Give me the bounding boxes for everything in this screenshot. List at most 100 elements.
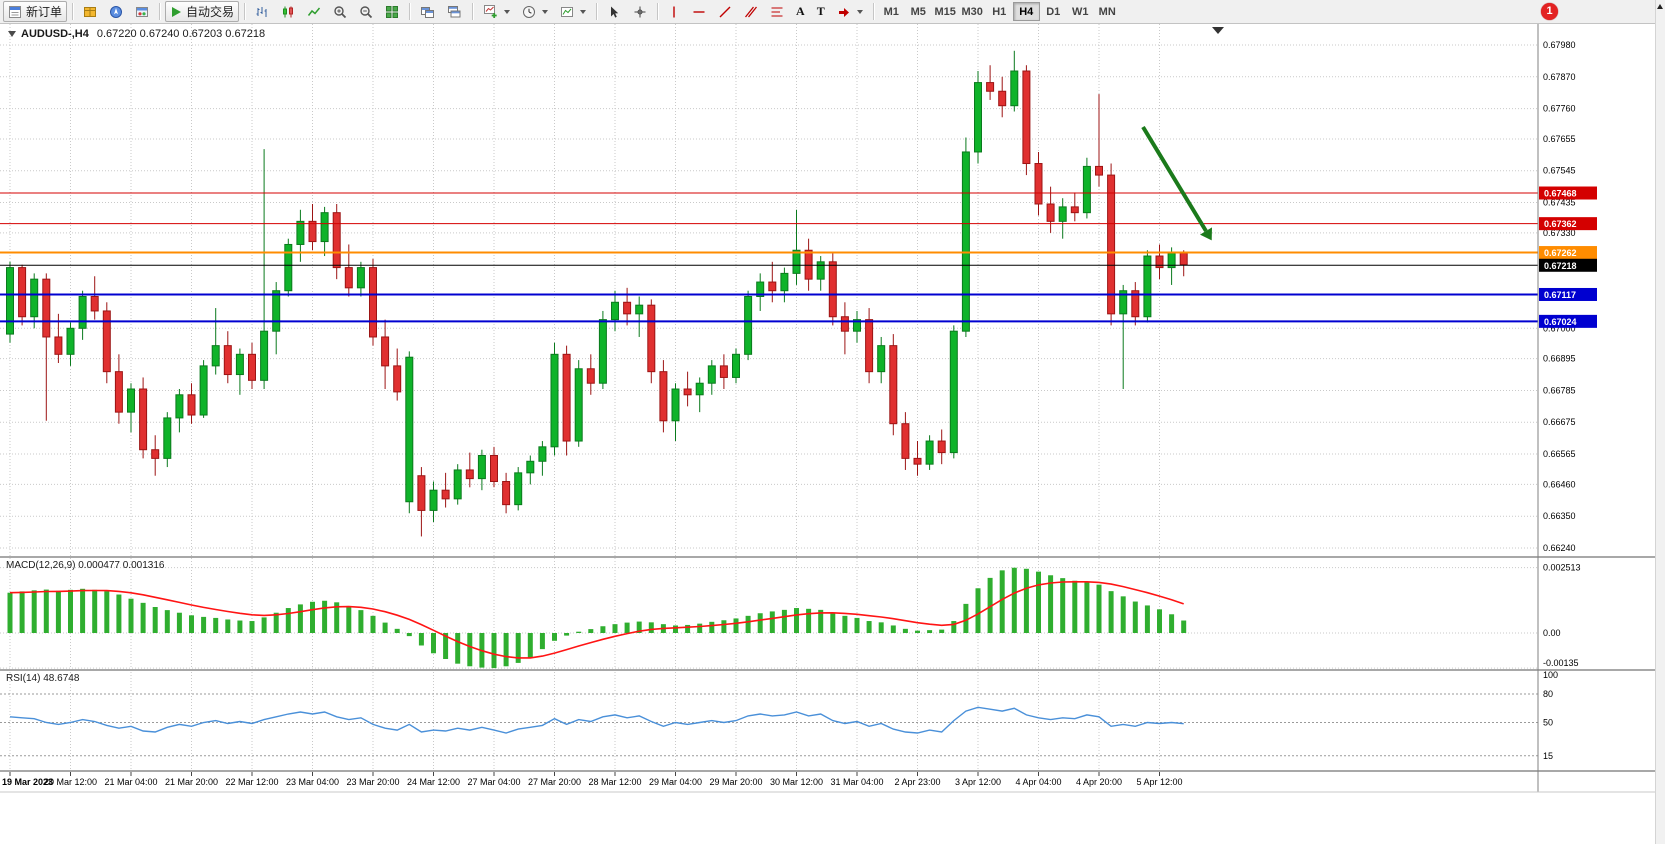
text-tool-button[interactable]: A <box>791 1 810 22</box>
svg-text:27 Mar 04:00: 27 Mar 04:00 <box>467 777 520 787</box>
svg-text:19 Mar 2023: 19 Mar 2023 <box>2 777 53 787</box>
periods-button[interactable] <box>517 1 553 22</box>
channel-icon <box>745 6 758 17</box>
macd-signal-line <box>9 580 1184 659</box>
chevron-down-icon <box>504 9 511 14</box>
fibonacci-icon <box>771 7 783 16</box>
timeframe-M1[interactable]: M1 <box>878 2 905 21</box>
svg-text:27 Mar 20:00: 27 Mar 20:00 <box>528 777 581 787</box>
chart-canvas[interactable]: 0.67980 0.67870 0.67760 0.67655 0.67545 0.674… <box>0 24 1665 844</box>
line-chart-button[interactable] <box>302 1 326 22</box>
price-badge <box>1539 287 1597 301</box>
scroll-up-icon[interactable] <box>1657 4 1663 9</box>
timeframe-M5[interactable]: M5 <box>905 2 932 21</box>
svg-text:29 Mar 04:00: 29 Mar 04:00 <box>649 777 702 787</box>
navigator-button[interactable] <box>104 1 128 22</box>
cursor-button[interactable] <box>602 1 626 22</box>
label-tool-button[interactable]: T <box>812 1 830 22</box>
market-watch-button[interactable] <box>78 1 102 22</box>
svg-text:2 Apr 23:00: 2 Apr 23:00 <box>894 777 940 787</box>
svg-text:4 Apr 04:00: 4 Apr 04:00 <box>1015 777 1061 787</box>
panel-separator[interactable] <box>0 556 1665 558</box>
svg-text:50: 50 <box>1543 718 1553 728</box>
autotrade-button[interactable]: 自动交易 <box>165 1 240 22</box>
svg-text:0.67262: 0.67262 <box>1544 248 1577 258</box>
horizontal-line-icon <box>693 10 705 13</box>
svg-text:0.67655: 0.67655 <box>1543 134 1576 144</box>
channel-tool-button[interactable] <box>739 1 763 22</box>
vertical-scrollbar[interactable] <box>1655 0 1665 844</box>
indicators-icon <box>484 5 497 18</box>
svg-text:0.66675: 0.66675 <box>1543 417 1576 427</box>
line-chart-icon <box>307 7 321 16</box>
arrows-tool-button[interactable] <box>832 1 868 22</box>
toolbar-separator <box>596 3 598 20</box>
svg-text:23 Mar 20:00: 23 Mar 20:00 <box>346 777 399 787</box>
timeframe-MN[interactable]: MN <box>1094 2 1121 21</box>
svg-text:0.67435: 0.67435 <box>1543 198 1576 208</box>
tile-windows-button[interactable] <box>380 1 404 22</box>
svg-text:21 Mar 20:00: 21 Mar 20:00 <box>165 777 218 787</box>
fibonacci-tool-button[interactable] <box>765 1 789 22</box>
arrange-windows-button[interactable] <box>415 1 440 22</box>
price-badge <box>1539 186 1597 200</box>
svg-text:0.67760: 0.67760 <box>1543 104 1576 114</box>
collapse-icon[interactable] <box>8 31 16 38</box>
svg-text:31 Mar 04:00: 31 Mar 04:00 <box>830 777 883 787</box>
crosshair-icon <box>634 6 646 17</box>
autotrade-label: 自动交易 <box>186 5 235 19</box>
timeframe-D1[interactable]: D1 <box>1040 2 1067 21</box>
navigator-icon <box>110 5 123 18</box>
svg-text:0.67545: 0.67545 <box>1543 166 1576 176</box>
svg-text:4 Apr 20:00: 4 Apr 20:00 <box>1076 777 1122 787</box>
periods-icon <box>523 5 536 18</box>
templates-button[interactable] <box>555 1 591 22</box>
macd-title: MACD(12,26,9) 0.000477 0.001316 <box>6 560 165 571</box>
svg-text:22 Mar 12:00: 22 Mar 12:00 <box>225 777 278 787</box>
svg-text:3 Apr 12:00: 3 Apr 12:00 <box>955 777 1001 787</box>
vertical-line-tool-button[interactable] <box>663 1 685 22</box>
chevron-down-icon <box>542 9 549 14</box>
trendline-tool-button[interactable] <box>713 1 737 22</box>
zoom-out-button[interactable] <box>354 1 378 22</box>
terminal-button[interactable] <box>130 1 154 22</box>
price-badge <box>1539 314 1597 328</box>
notification-badge[interactable]: 1 <box>1541 3 1558 20</box>
crosshair-button[interactable] <box>628 1 652 22</box>
new-order-button[interactable]: 新订单 <box>3 1 68 22</box>
svg-text:0.66565: 0.66565 <box>1543 449 1576 459</box>
new-order-label: 新订单 <box>26 5 63 19</box>
zoom-in-button[interactable] <box>328 1 352 22</box>
candlestick-chart-button[interactable] <box>276 1 300 22</box>
indicators-button[interactable] <box>478 1 515 22</box>
cascade-windows-button[interactable] <box>442 1 467 22</box>
timeframe-H1[interactable]: H1 <box>986 2 1013 21</box>
chevron-down-icon <box>856 9 863 14</box>
timeframe-H4[interactable]: H4 <box>1012 2 1040 21</box>
bottom-margin <box>0 792 1665 844</box>
terminal-icon <box>136 6 149 17</box>
price-axis: 0.67980 0.67870 0.67760 0.67655 0.67545 0.674… <box>0 40 1576 553</box>
timeframe-M30[interactable]: M30 <box>959 2 986 21</box>
trendline-icon <box>719 6 731 17</box>
chart-title: AUDUSD-,H4 0.67220 0.67240 0.67203 0.6721… <box>8 28 265 40</box>
rsi-panel: 100 80 50 15 <box>0 670 1558 761</box>
svg-text:100: 100 <box>1543 670 1558 680</box>
panel-separator[interactable] <box>0 669 1665 671</box>
bar-chart-button[interactable] <box>250 1 274 22</box>
horizontal-line-tool-button[interactable] <box>687 1 711 22</box>
timeframe-W1[interactable]: W1 <box>1067 2 1094 21</box>
candlestick-chart-icon <box>283 6 294 17</box>
svg-text:0.67117: 0.67117 <box>1544 290 1576 300</box>
panel-separator[interactable] <box>0 770 1665 772</box>
arrange-windows-icon <box>421 6 435 18</box>
timeframe-M15[interactable]: M15 <box>932 2 959 21</box>
svg-text:0.67218: 0.67218 <box>1544 261 1577 271</box>
horizontal-levels: 0.67468 0.67362 0.67262 0.67218 0.67117 0.670… <box>0 186 1597 328</box>
bar-chart-icon <box>256 6 267 17</box>
price-badge <box>1539 258 1597 272</box>
annotation-arrow[interactable] <box>1141 125 1212 241</box>
svg-text:0.002513: 0.002513 <box>1543 563 1581 573</box>
label-tool-icon: T <box>816 4 825 18</box>
